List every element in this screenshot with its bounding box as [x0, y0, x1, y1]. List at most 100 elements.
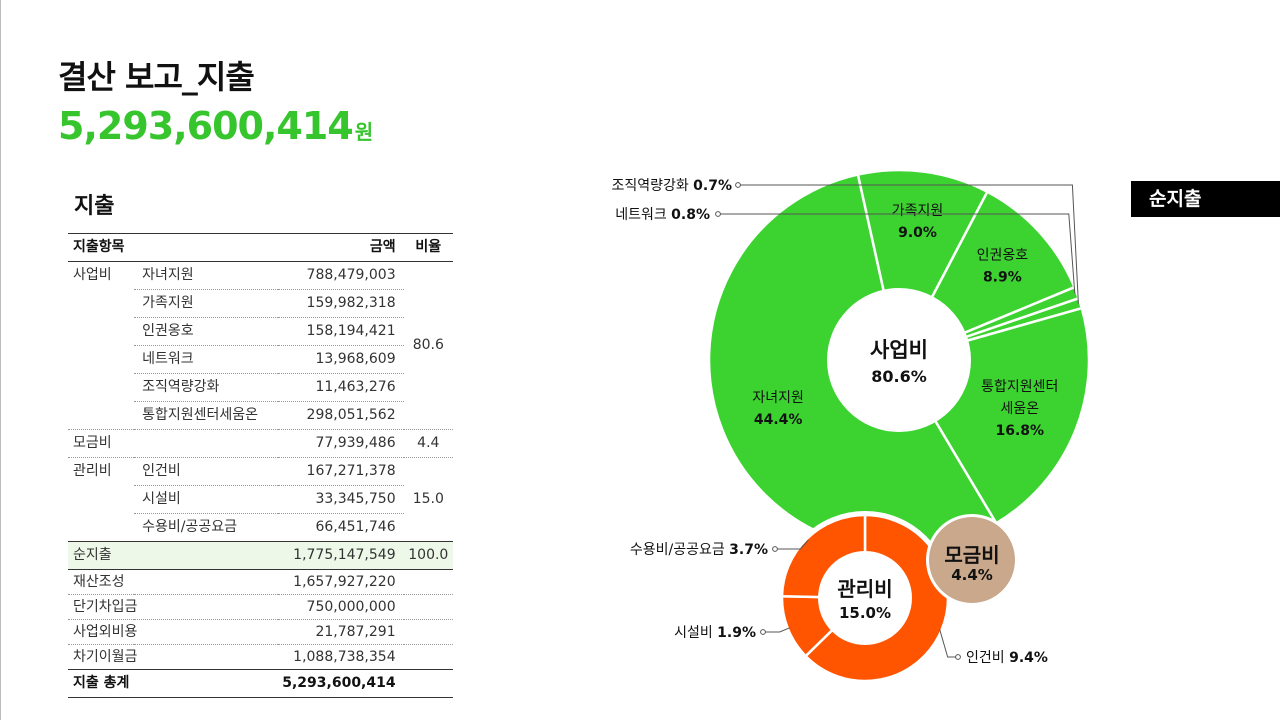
total-amount-value: 5,293,600,414 — [58, 104, 354, 148]
ratio-cell: 15.0 — [403, 457, 453, 542]
net-ratio: 100.0 — [403, 541, 453, 570]
slice-label-value: 1.9% — [717, 625, 756, 641]
item-cell: 통합지원센터세움온 — [134, 401, 279, 430]
slice-label-management-2: 수용비/공공요금 3.7% — [630, 542, 768, 558]
business-4-leader-dot — [735, 182, 741, 188]
amount-cell: 77,939,486 — [278, 429, 404, 458]
item-cell: 가족지원 — [134, 289, 279, 318]
table-row: 시설비 33,345,750 — [68, 485, 453, 514]
slice-label-business-3: 네트워크 0.8% — [615, 207, 710, 223]
slice-label-business-5: 통합지원센터 — [981, 379, 1058, 395]
fundraising-center-label: 모금비 — [944, 543, 999, 567]
slice-value-business-5: 16.8% — [996, 423, 1045, 439]
section-title: 지출 — [74, 194, 115, 219]
business-center-value: 80.6% — [871, 367, 927, 386]
table-row: 통합지원센터세움온 298,051,562 — [68, 401, 453, 430]
management-center-label: 관리비 — [837, 577, 892, 601]
amount-cell: 66,451,746 — [278, 513, 404, 542]
item-cell: 조직역량강화 — [134, 373, 279, 402]
extra-label: 단기차입금 — [68, 594, 279, 620]
item-cell: 수용비/공공요금 — [134, 513, 279, 542]
table-row: 수용비/공공요금 66,451,746 — [68, 513, 453, 542]
management-center-value: 15.0% — [839, 604, 891, 622]
item-cell: 자녀지원 — [134, 261, 279, 290]
table-row: 조직역량강화 11,463,276 — [68, 373, 453, 402]
business-3-leader-dot — [715, 211, 721, 217]
category-cell: 사업비 — [68, 261, 135, 430]
total-amount-unit: 원 — [354, 120, 373, 144]
slice-label-value: 3.7% — [729, 542, 768, 558]
item-cell: 인권옹호 — [134, 317, 279, 346]
table-row: 단기차입금 750,000,000 — [68, 594, 453, 620]
slice-label-value: 0.8% — [671, 207, 710, 223]
sum-label: 지출 총계 — [68, 669, 279, 698]
total-amount: 5,293,600,414 원 — [58, 104, 373, 148]
fundraising-center-value: 4.4% — [951, 566, 993, 584]
expense-table: 지출항목 금액 비율 사업비 자녀지원 788,479,003 80.6 가족지… — [68, 233, 453, 698]
slice-value-business-0: 44.4% — [754, 412, 803, 428]
extra-amount: 1,657,927,220 — [278, 569, 404, 595]
slice-label-management-1: 시설비 1.9% — [674, 625, 756, 641]
slice-label-value: 9.4% — [1009, 650, 1048, 666]
management-0-leader-dot — [955, 654, 961, 660]
table-header: 지출항목 금액 비율 — [68, 233, 453, 262]
amount-cell: 167,271,378 — [278, 457, 404, 486]
extra-amount: 750,000,000 — [278, 594, 404, 620]
slice-label-business-0: 자녀지원 — [752, 390, 804, 406]
slice-label-business-4: 조직역량강화 0.7% — [611, 178, 732, 194]
slice-label-name: 조직역량강화 — [611, 178, 693, 194]
category-cell: 관리비 — [68, 457, 135, 542]
extra-label: 재산조성 — [68, 569, 279, 595]
table-row: 네트워크 13,968,609 — [68, 345, 453, 374]
header-amount: 금액 — [278, 233, 404, 262]
sum-amount: 5,293,600,414 — [278, 669, 404, 698]
amount-cell: 11,463,276 — [278, 373, 404, 402]
management-1-leader — [763, 627, 790, 633]
total-row: 지출 총계 5,293,600,414 — [68, 669, 453, 698]
net-label: 순지출 — [68, 541, 279, 570]
frame-border — [0, 0, 1, 720]
extra-label: 사업외비용 — [68, 619, 279, 645]
table-row: 인권옹호 158,194,421 — [68, 317, 453, 346]
slice-label-management-0: 인건비 9.4% — [966, 650, 1048, 666]
table-row: 사업외비용 21,787,291 — [68, 619, 453, 645]
item-cell — [134, 429, 279, 458]
table-row: 가족지원 159,982,318 — [68, 289, 453, 318]
slice-label-name: 인건비 — [966, 650, 1009, 666]
fundraising-circle-fill — [929, 517, 1015, 603]
net-expense-badge: 순지출 — [1131, 181, 1280, 217]
item-cell: 네트워크 — [134, 345, 279, 374]
management-donut: 관리비 15.0% 인건비 9.4% 시설비 1.9% 수용비/공공요금 3.7% — [630, 511, 1048, 685]
business-center-label: 사업비 — [870, 338, 928, 362]
management-2-leader-dot — [772, 546, 778, 552]
slice-label-name: 네트워크 — [615, 207, 671, 223]
amount-cell: 788,479,003 — [278, 261, 404, 290]
slice-label-name: 수용비/공공요금 — [630, 542, 729, 558]
page-title: 결산 보고_지출 — [58, 58, 255, 96]
slice-label-business-1: 가족지원 — [892, 203, 944, 219]
extra-amount: 21,787,291 — [278, 619, 404, 645]
table-row: 재산조성 1,657,927,220 — [68, 569, 453, 595]
item-cell: 시설비 — [134, 485, 279, 514]
net-amount: 1,775,147,549 — [278, 541, 404, 570]
management-donut-hole — [818, 551, 912, 645]
extra-label: 차기이월금 — [73, 649, 138, 665]
table-row: 모금비 77,939,486 4.4 — [68, 429, 453, 458]
management-0-leader — [939, 629, 958, 658]
slice-label-business-2: 인권옹호 — [977, 248, 1029, 264]
business-3-leader — [718, 213, 1076, 294]
table-row: 차기이월금 1,088,738,354 — [68, 645, 453, 670]
slice-label-value: 0.7% — [693, 178, 732, 194]
extra-amount: 1,088,738,354 — [293, 649, 396, 665]
header-ratio: 비율 — [403, 233, 453, 262]
management-1-leader-dot — [760, 629, 766, 635]
business-donut: 사업비 80.6% 자녀지원 44.4% 가족지원 9.0% 인권옹호 8.9% 통합지원센터세… — [611, 168, 1091, 552]
net-expense-row: 순지출 1,775,147,549 100.0 — [68, 541, 453, 570]
slice-label-name: 시설비 — [674, 625, 717, 641]
amount-cell: 33,345,750 — [278, 485, 404, 514]
amount-cell: 158,194,421 — [278, 317, 404, 346]
slice-label-business-5: 세움온 — [1000, 401, 1039, 417]
category-cell: 모금비 — [68, 429, 135, 458]
